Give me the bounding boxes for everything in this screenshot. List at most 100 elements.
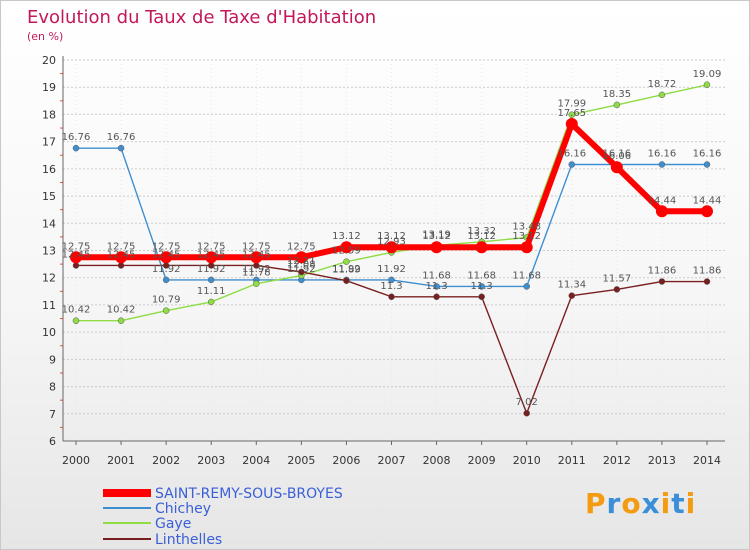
data-point-saint-remy-sous-broyes: [295, 251, 308, 264]
data-point-saint-remy-sous-broyes: [385, 241, 398, 254]
data-label-chichey: 11.92: [197, 264, 226, 275]
logo-letter: i: [660, 487, 672, 520]
data-point-saint-remy-sous-broyes: [205, 251, 218, 264]
logo-letter: i: [685, 487, 697, 520]
data-label-saint-remy-sous-broyes: 13.12: [512, 231, 541, 242]
x-tick-label: 2007: [378, 454, 406, 467]
data-label-gaye: 10.42: [62, 305, 91, 316]
data-point-gaye: [207, 298, 215, 306]
data-point-linthelles: [478, 293, 485, 301]
data-point-saint-remy-sous-broyes: [160, 251, 173, 264]
data-label-linthelles: 7.02: [516, 397, 538, 408]
data-point-linthelles: [433, 293, 440, 301]
data-point-saint-remy-sous-broyes: [250, 251, 263, 264]
data-point-gaye: [568, 111, 576, 118]
chart-unit-label: (en %): [27, 30, 64, 43]
x-tick-label: 2003: [197, 454, 225, 467]
data-point-chichey: [568, 161, 576, 168]
data-point-gaye: [658, 91, 666, 99]
data-label-gaye: 12.08: [287, 260, 316, 271]
data-label-chichey: 11.92: [152, 264, 181, 275]
data-label-saint-remy-sous-broyes: 12.75: [152, 241, 181, 252]
data-point-gaye: [343, 258, 350, 265]
data-label-gaye: 13.19: [422, 229, 451, 240]
logo-letter: t: [671, 487, 686, 520]
data-point-chichey: [117, 144, 125, 152]
x-tick-label: 2011: [558, 454, 586, 467]
data-label-chichey: 11.92: [377, 264, 406, 275]
proxiti-logo: Proxiti: [585, 487, 696, 520]
data-point-linthelles: [613, 286, 621, 293]
data-label-linthelles: 11.86: [693, 266, 722, 277]
data-label-saint-remy-sous-broyes: 12.75: [197, 241, 226, 252]
data-label-gaye: 13.48: [512, 221, 541, 232]
data-label-linthelles: 11.86: [648, 266, 677, 277]
data-label-saint-remy-sous-broyes: 14.44: [648, 195, 677, 206]
data-point-chichey: [162, 276, 170, 284]
data-label-linthelles: 11.3: [380, 281, 402, 292]
data-label-chichey: 16.16: [603, 149, 632, 160]
data-label-saint-remy-sous-broyes: 12.75: [242, 241, 271, 252]
data-label-chichey: 11.92: [332, 264, 361, 275]
data-point-chichey: [72, 144, 80, 152]
data-point-saint-remy-sous-broyes: [115, 251, 128, 264]
data-point-saint-remy-sous-broyes: [475, 241, 488, 254]
x-tick-label: 2005: [287, 454, 315, 467]
data-label-saint-remy-sous-broyes: 13.12: [377, 231, 406, 242]
data-label-saint-remy-sous-broyes: 16.06: [603, 151, 632, 162]
x-tick-label: 2010: [513, 454, 541, 467]
y-tick-label: 18: [42, 108, 56, 121]
data-label-linthelles: 12.45: [107, 249, 136, 260]
data-label-linthelles: 11.3: [471, 281, 493, 292]
data-label-chichey: 16.16: [557, 149, 586, 160]
x-tick-label: 2009: [468, 454, 496, 467]
legend-label: Chichey: [155, 501, 211, 517]
logo-letter: P: [585, 487, 607, 520]
x-tick-label: 2006: [332, 454, 360, 467]
y-tick-label: 11: [42, 299, 56, 312]
data-labels: 12.75 12.75 12.75 12.75 12.75 12.75 13.12 13.12…: [62, 69, 722, 408]
legend-label: Gaye: [155, 516, 191, 532]
data-label-gaye: 11.78: [242, 268, 271, 279]
data-point-linthelles: [568, 292, 576, 299]
data-point-linthelles: [72, 262, 80, 269]
data-point-gaye: [703, 81, 711, 89]
data-label-gaye: 11.11: [197, 286, 226, 297]
data-point-saint-remy-sous-broyes: [565, 117, 578, 130]
y-tick-label: 13: [42, 245, 56, 258]
data-label-linthelles: 11.89: [332, 265, 361, 276]
data-label-saint-remy-sous-broyes: 12.75: [107, 241, 136, 252]
data-label-gaye: 17.99: [557, 99, 586, 110]
x-tick-label: 2014: [693, 454, 721, 467]
data-label-chichey: 11.68: [512, 270, 541, 281]
data-label-linthelles: 12.45: [62, 249, 91, 260]
data-label-gaye: 10.79: [152, 295, 181, 306]
x-tick-label: 2012: [603, 454, 631, 467]
data-label-saint-remy-sous-broyes: 13.12: [332, 231, 361, 242]
data-point-gaye: [613, 101, 621, 109]
x-tick-label: 2004: [242, 454, 270, 467]
y-tick-label: 19: [42, 81, 56, 94]
y-tick-label: 10: [42, 326, 56, 339]
data-label-saint-remy-sous-broyes: 13.12: [467, 231, 496, 242]
data-label-linthelles: 11.3: [425, 281, 447, 292]
x-tick-label: 2001: [107, 454, 135, 467]
legend-label: Linthelles: [155, 532, 222, 548]
data-label-chichey: 11.92: [242, 264, 271, 275]
data-label-gaye: 10.42: [107, 305, 136, 316]
chart-title: Evolution du Taux de Taxe d'Habitation: [27, 7, 377, 28]
data-label-chichey: 16.16: [693, 149, 722, 160]
data-point-chichey: [207, 276, 215, 284]
data-point-chichey: [523, 283, 530, 290]
data-point-chichey: [658, 161, 666, 168]
data-point-linthelles: [298, 268, 305, 276]
data-point-linthelles: [117, 262, 125, 269]
data-label-chichey: 11.68: [422, 270, 451, 281]
axes: 6 7 8 9 10 11 12 13 14 15 16 17 18 19 20 2000 2001 2002 20…: [42, 54, 725, 467]
data-point-gaye: [162, 307, 170, 314]
data-label-gaye: 12.93: [377, 236, 406, 247]
data-point-gaye: [253, 280, 260, 287]
data-point-gaye: [72, 317, 80, 324]
